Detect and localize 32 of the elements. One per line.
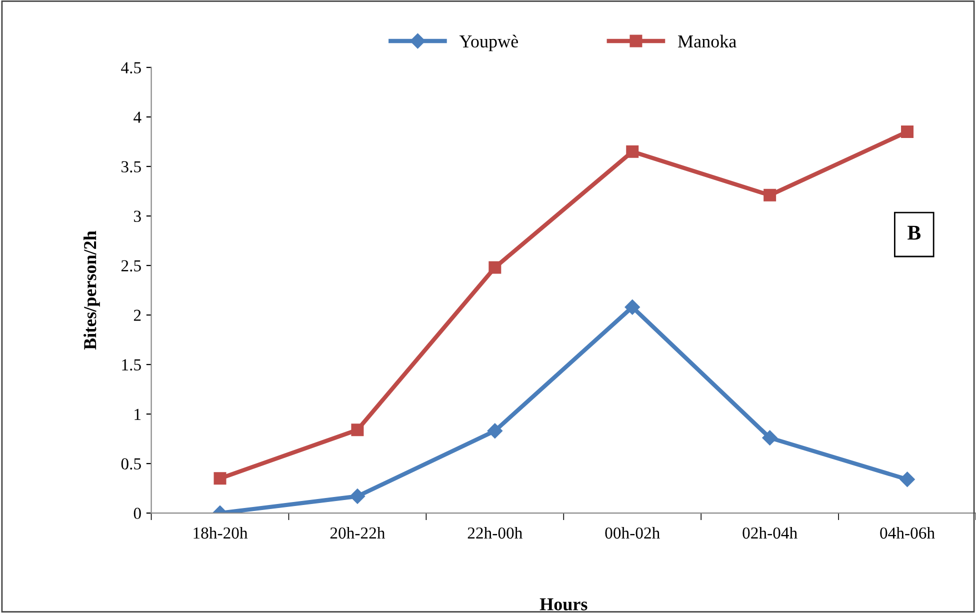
point [762,430,778,446]
x-axis-title: Hours [540,598,588,610]
y-axis-title: Bites/person/2h [84,230,100,350]
point [626,145,639,158]
x-tick-label: 02h-04h [742,526,798,539]
y-tick-label: 4.5 [121,62,141,74]
legend-label: Manoka [678,34,736,48]
legend-label: Youpwè [459,34,518,52]
y-tick-label: 0.5 [121,458,141,470]
point [900,472,915,487]
x-tick-label: 18h-20h [194,526,248,539]
y-tick-label: 3.5 [122,161,141,172]
point [351,424,364,436]
point [214,472,226,485]
x-tick-label: 04h-06h [880,526,935,539]
point [487,423,502,438]
annotation: B [908,226,921,240]
y-tick-label: 3 [134,210,141,222]
y-tick-label: 2 [134,310,141,321]
x-tick-label: 20h-22h [330,526,386,539]
point [624,300,640,315]
point [764,188,776,202]
y-tick-label: 4 [134,112,142,123]
point [901,126,914,138]
y-tick-label: 1 [134,408,141,420]
y-tick-label: 0 [134,508,141,520]
y-tick-label: 2.5 [121,260,141,272]
x-tick-label: 22h-00h [468,526,522,539]
x-tick-label: 00h-02h [605,526,660,539]
point [488,261,502,274]
point [350,488,366,504]
y-tick-label: 1.5 [122,359,141,371]
